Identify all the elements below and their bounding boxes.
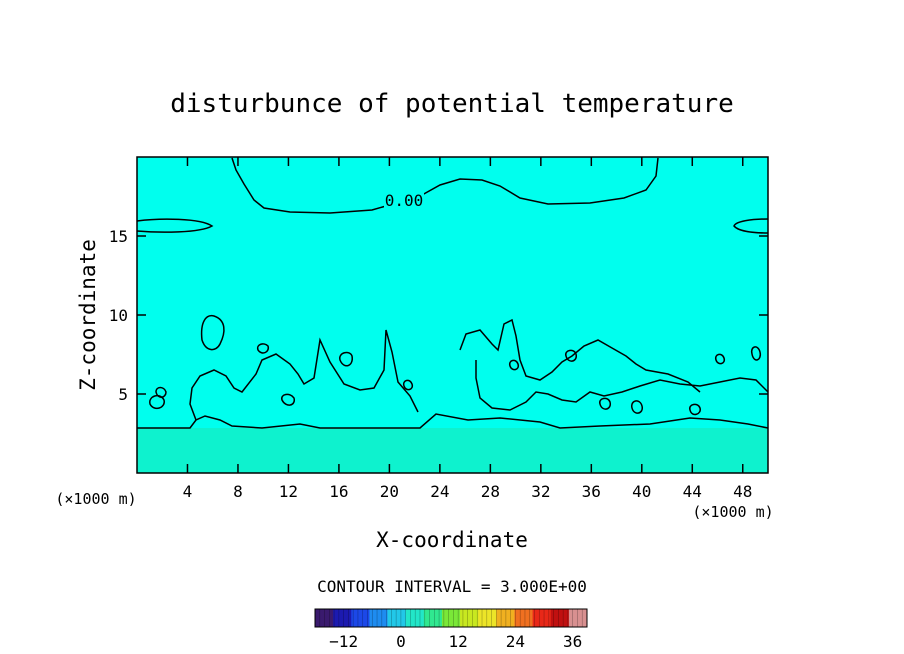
contour-small-11 <box>631 400 643 414</box>
y-tick-label: 15 <box>109 227 128 246</box>
contour-label: 0.00 <box>385 191 424 210</box>
x-tick-label: 12 <box>279 482 298 501</box>
x-tick-label: 32 <box>531 482 550 501</box>
contour-small-4 <box>149 394 165 410</box>
colorbar <box>314 608 588 628</box>
x-tick-label: 40 <box>632 482 651 501</box>
contour-lower-band <box>137 413 769 429</box>
colorbar-swatch <box>478 609 497 627</box>
y-axis-unit: (×1000 m) <box>55 490 136 508</box>
colorbar-swatch <box>387 609 407 627</box>
contour-small-6 <box>714 353 726 365</box>
x-tick-label: 44 <box>683 482 702 501</box>
colorbar-swatch <box>496 609 515 627</box>
plot-area <box>137 157 768 473</box>
colorbar-swatch <box>532 609 552 627</box>
contour-convective-1 <box>189 329 419 421</box>
x-tick-label: 20 <box>380 482 399 501</box>
colorbar-tick-label: 0 <box>396 632 406 651</box>
x-axis: 4 8 12 16 20 24 28 32 36 40 44 48 <box>183 157 752 501</box>
contour-small-10 <box>599 397 611 410</box>
contour-small-13 <box>565 349 577 362</box>
colorbar-swatch <box>369 609 389 627</box>
y-axis: 5 10 15 <box>109 227 768 404</box>
lower-layer-fill <box>137 428 768 473</box>
contour-interval: CONTOUR INTERVAL = 3.000E+00 <box>317 577 587 596</box>
contour-upper-blob-right <box>421 157 659 205</box>
contour-convective-2 <box>459 318 701 393</box>
contour-lines <box>136 157 769 429</box>
contour-convective-3 <box>475 360 769 411</box>
contour-small-9 <box>508 359 520 371</box>
colorbar-swatch <box>423 609 443 627</box>
colorbar-swatch <box>460 609 479 627</box>
colorbar-swatch <box>441 609 461 627</box>
colorbar-swatch <box>315 609 334 627</box>
contour-small-2 <box>339 351 353 367</box>
x-axis-label: X-coordinate <box>376 528 528 552</box>
contour-small-8 <box>402 379 414 391</box>
contour-right-lens <box>733 218 769 234</box>
colorbar-swatch <box>514 609 534 627</box>
x-tick-label: 24 <box>430 482 449 501</box>
y-tick-label: 5 <box>118 385 128 404</box>
x-tick-label: 48 <box>733 482 752 501</box>
colorbar-ticks: −12 0 12 24 36 <box>329 632 582 651</box>
colorbar-frame <box>314 608 588 628</box>
contour-left-lens <box>136 218 214 233</box>
x-tick-label: 4 <box>183 482 193 501</box>
colorbar-swatch <box>405 609 425 627</box>
colorbar-swatch <box>351 609 370 627</box>
background-fill <box>137 157 768 473</box>
colorbar-tick-label: 36 <box>563 632 582 651</box>
x-tick-label: 36 <box>582 482 601 501</box>
colorbar-tick-label: 12 <box>449 632 468 651</box>
x-tick-label: 16 <box>329 482 348 501</box>
chart-title: disturbunce of potential temperature <box>170 89 734 119</box>
x-axis-unit: (×1000 m) <box>692 503 773 521</box>
colorbar-swatch <box>333 609 352 627</box>
contour-small-1 <box>256 343 270 354</box>
x-tick-label: 8 <box>233 482 243 501</box>
colorbar-swatch <box>568 609 588 627</box>
contour-small-12 <box>689 403 701 416</box>
contour-tower-left <box>200 314 225 351</box>
contour-small-7 <box>750 346 762 361</box>
y-axis-label: Z-coordinate <box>76 239 100 391</box>
y-tick-label: 10 <box>109 306 128 325</box>
colorbar-swatch <box>550 609 570 627</box>
contour-small-3 <box>281 393 295 406</box>
x-tick-label: 28 <box>481 482 500 501</box>
contour-upper-blob <box>231 157 387 214</box>
contour-label-mask <box>384 191 424 209</box>
colorbar-tick-label: 24 <box>506 632 525 651</box>
colorbar-tick-label: −12 <box>329 632 358 651</box>
contour-small-5 <box>155 386 167 398</box>
